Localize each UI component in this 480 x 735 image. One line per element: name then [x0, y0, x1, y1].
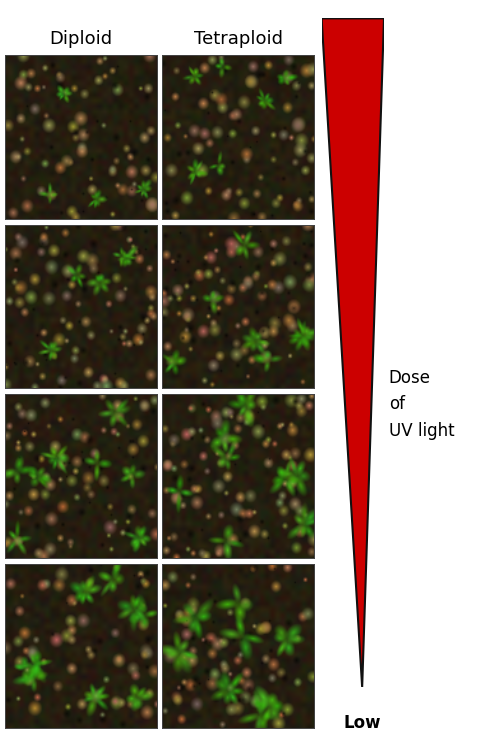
Text: Dose
of
UV light: Dose of UV light [389, 369, 455, 440]
Text: Low: Low [343, 714, 381, 732]
Polygon shape [322, 18, 384, 687]
Text: Tetraploid: Tetraploid [194, 29, 283, 48]
Text: Diploid: Diploid [49, 29, 113, 48]
